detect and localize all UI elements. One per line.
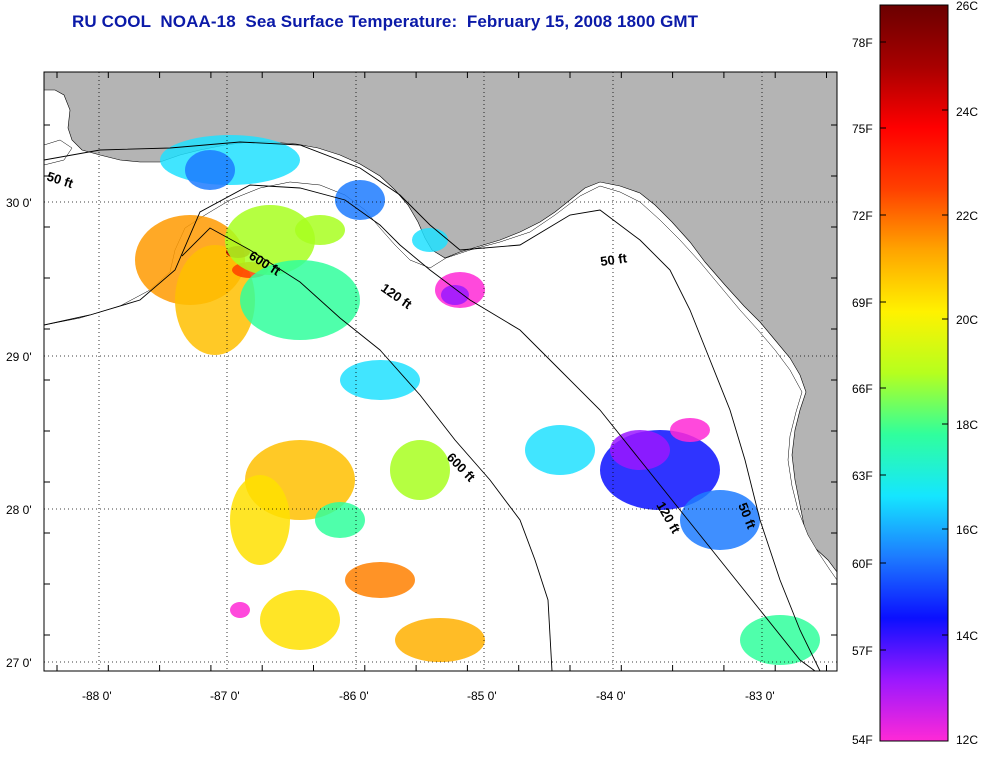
lat-label-30: 30 0' <box>6 196 32 210</box>
f-label-57: 57F <box>852 644 873 658</box>
lon-label-85: -85 0' <box>467 689 497 703</box>
lon-label-88: -88 0' <box>82 689 112 703</box>
lat-label-27: 27 0' <box>6 656 32 670</box>
c-label-12: 12C <box>956 733 978 747</box>
colorbar: 78F 75F 72F 69F 66F 63F 60F 57F 54F 26C … <box>852 0 992 754</box>
depth-label-50ft-bigbend: 50 ft <box>599 250 628 269</box>
sst-patch <box>390 440 450 500</box>
c-label-26: 26C <box>956 0 978 13</box>
sst-patch <box>610 430 670 470</box>
lat-label-29: 29 0' <box>6 350 32 364</box>
sst-patch <box>395 618 485 662</box>
sst-patch <box>525 425 595 475</box>
sst-patch <box>230 602 250 618</box>
sst-patch <box>441 285 469 305</box>
sst-patch <box>240 260 360 340</box>
sst-patch <box>315 502 365 538</box>
c-label-16: 16C <box>956 523 978 537</box>
map-frame <box>43 71 838 672</box>
sst-patch <box>230 475 290 565</box>
sst-patch <box>185 150 235 190</box>
f-label-66: 66F <box>852 382 873 396</box>
axis-ticks <box>44 72 837 671</box>
sst-patch <box>412 228 448 252</box>
f-label-54: 54F <box>852 733 873 747</box>
c-label-20: 20C <box>956 313 978 327</box>
sst-patch <box>340 360 420 400</box>
colorbar-svg: 78F 75F 72F 69F 66F 63F 60F 57F 54F 26C … <box>852 0 978 747</box>
sst-patch <box>225 205 315 275</box>
contour-120ft <box>44 184 816 671</box>
lon-label-86: -86 0' <box>339 689 369 703</box>
f-label-75: 75F <box>852 122 873 136</box>
contour-50ft <box>44 141 821 671</box>
lon-label-84: -84 0' <box>596 689 626 703</box>
colorbar-ramp <box>879 4 949 742</box>
f-label-63: 63F <box>852 469 873 483</box>
c-label-14: 14C <box>956 629 978 643</box>
f-label-72: 72F <box>852 209 873 223</box>
sst-patch <box>670 418 710 442</box>
c-label-22: 22C <box>956 209 978 223</box>
chart-title: RU COOL NOAA-18 Sea Surface Temperature:… <box>72 12 699 31</box>
sst-data-layer <box>135 135 820 665</box>
contour-600ft <box>181 227 553 671</box>
land-mainland <box>44 72 837 573</box>
lon-label-87: -87 0' <box>210 689 240 703</box>
graticule <box>44 72 837 671</box>
lon-label-83: -83 0' <box>745 689 775 703</box>
sst-patch <box>740 615 820 665</box>
f-label-60: 60F <box>852 557 873 571</box>
f-label-69: 69F <box>852 296 873 310</box>
f-label-78: 78F <box>852 36 873 50</box>
c-label-24: 24C <box>956 105 978 119</box>
sst-patch <box>260 590 340 650</box>
sst-patch <box>295 215 345 245</box>
sst-patch <box>345 562 415 598</box>
lat-label-28: 28 0' <box>6 503 32 517</box>
c-label-18: 18C <box>956 418 978 432</box>
bathymetry-contours <box>44 141 821 671</box>
sst-patch <box>335 180 385 220</box>
